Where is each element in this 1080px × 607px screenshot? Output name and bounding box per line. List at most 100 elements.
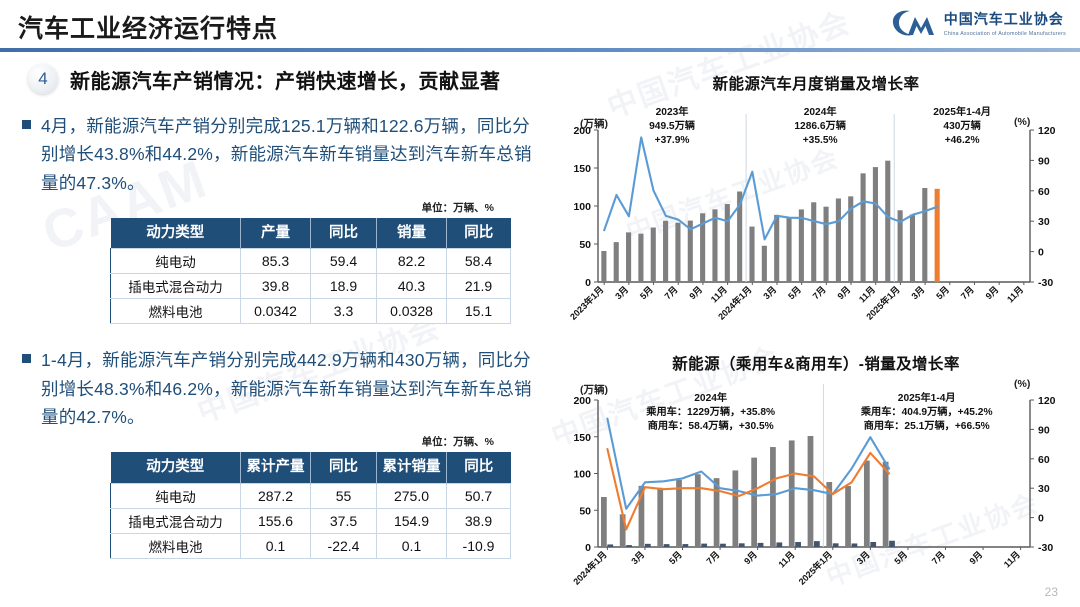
table-row: 纯电动 287.2 55 275.0 50.7 <box>110 482 511 509</box>
t2-r0-c0: 纯电动 <box>110 482 241 509</box>
svg-text:2024年1月: 2024年1月 <box>571 549 609 587</box>
svg-text:11月: 11月 <box>1002 549 1022 569</box>
annot-cv: 商用车：58.4万辆，+30.5% <box>647 420 774 432</box>
table-row: 插电式混合动力 155.6 37.5 154.9 38.9 <box>110 507 511 534</box>
chart2-title: 新能源（乘用车&商用车）-销量及增长率 <box>672 356 960 373</box>
annot-year: 2025年1-4月 <box>897 393 956 404</box>
chart1-plot: 0 50 100 150 200 -30 0 30 60 90 120 2023年1月 3月 5月 7月 9月… <box>567 114 1056 322</box>
t1-r1-c1: 39.8 <box>240 273 311 300</box>
svg-text:11月: 11月 <box>709 284 729 304</box>
page-title: 汽车工业经济运行特点 <box>18 15 279 43</box>
svg-text:60: 60 <box>1038 186 1050 198</box>
logo-text-cn: 中国汽车工业协会 <box>943 11 1064 27</box>
t2-r1-c0: 插电式混合动力 <box>110 507 241 534</box>
table2-col-2: 同比 <box>310 452 377 484</box>
svg-text:30: 30 <box>1038 483 1050 495</box>
t2-r2-c1: 0.1 <box>240 532 311 559</box>
svg-text:7月: 7月 <box>811 284 828 301</box>
t1-r2-c4: 15.1 <box>446 298 511 325</box>
table1-col-3: 销量 <box>376 218 447 249</box>
table1-col-0: 动力类型 <box>110 218 241 249</box>
chart1-y2-unit: (%) <box>1014 116 1031 128</box>
logo-text-en: China Association of Automobile Manufact… <box>943 31 1066 37</box>
svg-text:11月: 11月 <box>857 284 877 304</box>
table-row: 燃料电池 0.0342 3.3 0.0328 15.1 <box>110 298 511 325</box>
t1-r1-c3: 40.3 <box>376 273 447 300</box>
svg-text:0: 0 <box>1038 247 1044 259</box>
table2-col-0: 动力类型 <box>110 452 241 484</box>
annot-year: 2024年 <box>694 393 728 404</box>
unit-note-2: 单位：万辆、% <box>421 436 494 449</box>
table-row: 纯电动 85.3 59.4 82.2 58.4 <box>110 248 511 275</box>
monthly-nev-sales-chart: 新能源汽车月度销量及增长率 (万辆) (%) 0 50 100 150 200 -30 0 3… <box>552 72 1080 344</box>
svg-text:150: 150 <box>573 432 591 444</box>
table1-col-2: 同比 <box>310 218 377 249</box>
cumulative-data-table: 动力类型 累计产量 同比 累计销量 同比 纯电动 287.2 55 275.0 … <box>110 452 511 559</box>
t2-r2-c3: 0.1 <box>376 532 447 559</box>
svg-text:9月: 9月 <box>835 284 852 301</box>
t2-r2-c4: -10.9 <box>446 532 511 559</box>
table-row: 插电式混合动力 39.8 18.9 40.3 21.9 <box>110 273 511 300</box>
t2-r2-c0: 燃料电池 <box>110 532 241 559</box>
svg-text:3月: 3月 <box>910 284 927 301</box>
t1-r0-c0: 纯电动 <box>110 248 241 275</box>
chart2-y2-unit: (%) <box>1014 378 1031 390</box>
svg-text:-30: -30 <box>1038 542 1053 554</box>
svg-text:5月: 5月 <box>786 284 803 301</box>
t1-r1-c4: 21.9 <box>446 273 511 300</box>
svg-text:200: 200 <box>573 125 591 137</box>
annot-volume: 430万辆 <box>943 120 981 132</box>
t1-r0-c4: 58.4 <box>446 248 511 275</box>
t1-r1-c2: 18.9 <box>310 273 377 300</box>
svg-text:9月: 9月 <box>984 284 1001 301</box>
svg-text:7月: 7月 <box>930 549 947 566</box>
svg-text:9月: 9月 <box>687 284 704 301</box>
svg-text:11月: 11月 <box>776 549 796 569</box>
svg-text:7月: 7月 <box>663 284 680 301</box>
t2-r0-c4: 50.7 <box>446 482 511 509</box>
bullet-text-2: 1-4月，新能源汽车产销分别完成442.9万辆和430万辆，同比分别增长48.3… <box>41 350 532 427</box>
bullet-item-2: 1-4月，新能源汽车产销分别完成442.9万辆和430万辆，同比分别增长48.3… <box>22 346 542 431</box>
t1-r2-c0: 燃料电池 <box>110 298 241 325</box>
t1-r0-c2: 59.4 <box>310 248 377 275</box>
annot-growth: +35.5% <box>802 134 838 146</box>
t1-r2-c1: 0.0342 <box>240 298 311 325</box>
annot-volume: 1286.6万辆 <box>794 120 846 132</box>
chart1-annotation-1: 2023年 949.5万辆 +37.9% <box>602 106 742 147</box>
chart1-annotation-3: 2025年1-4月 430万辆 +46.2% <box>892 106 1032 147</box>
annot-volume: 949.5万辆 <box>649 120 695 132</box>
bullet-square-icon <box>22 120 31 129</box>
table2-col-1: 累计产量 <box>240 452 311 484</box>
annot-year: 2023年 <box>655 107 689 118</box>
svg-text:5月: 5月 <box>892 549 909 566</box>
t2-r0-c2: 55 <box>310 482 377 509</box>
svg-text:3月: 3月 <box>855 549 872 566</box>
annot-pv: 乘用车：404.9万辆，+45.2% <box>860 406 993 418</box>
annot-cv: 商用车：25.1万辆，+66.5% <box>863 420 990 432</box>
table2-col-4: 同比 <box>446 452 511 484</box>
chart1-annotation-2: 2024年 1286.6万辆 +35.5% <box>750 106 890 147</box>
bullet-square-icon <box>22 354 31 364</box>
svg-text:0: 0 <box>585 277 591 289</box>
svg-text:0: 0 <box>585 542 591 554</box>
svg-text:200: 200 <box>573 395 591 407</box>
t1-r0-c1: 85.3 <box>240 248 311 275</box>
svg-text:100: 100 <box>573 469 591 481</box>
t2-r1-c1: 155.6 <box>240 507 311 534</box>
unit-note-1: 单位：万辆、% <box>421 202 494 215</box>
svg-text:0: 0 <box>1038 513 1044 525</box>
svg-text:150: 150 <box>573 163 591 175</box>
t1-r0-c3: 82.2 <box>376 248 447 275</box>
t2-r0-c1: 287.2 <box>240 482 311 509</box>
svg-text:50: 50 <box>579 505 591 517</box>
table-header-row: 动力类型 累计产量 同比 累计销量 同比 <box>110 452 511 484</box>
t1-r1-c0: 插电式混合动力 <box>110 273 241 300</box>
svg-text:5月: 5月 <box>667 549 684 566</box>
chart2-annotation-2: 2025年1-4月乘用车：404.9万辆，+45.2% 商用车：25.1万辆，+6… <box>822 392 1032 433</box>
svg-text:7月: 7月 <box>705 549 722 566</box>
table2-col-3: 累计销量 <box>376 452 447 484</box>
t2-r0-c3: 275.0 <box>376 482 447 509</box>
nev-pv-cv-sales-chart: 新能源（乘用车&商用车）-销量及增长率 (万辆) (%) 0 50 100 150 20… <box>552 348 1080 607</box>
svg-text:90: 90 <box>1038 424 1050 436</box>
